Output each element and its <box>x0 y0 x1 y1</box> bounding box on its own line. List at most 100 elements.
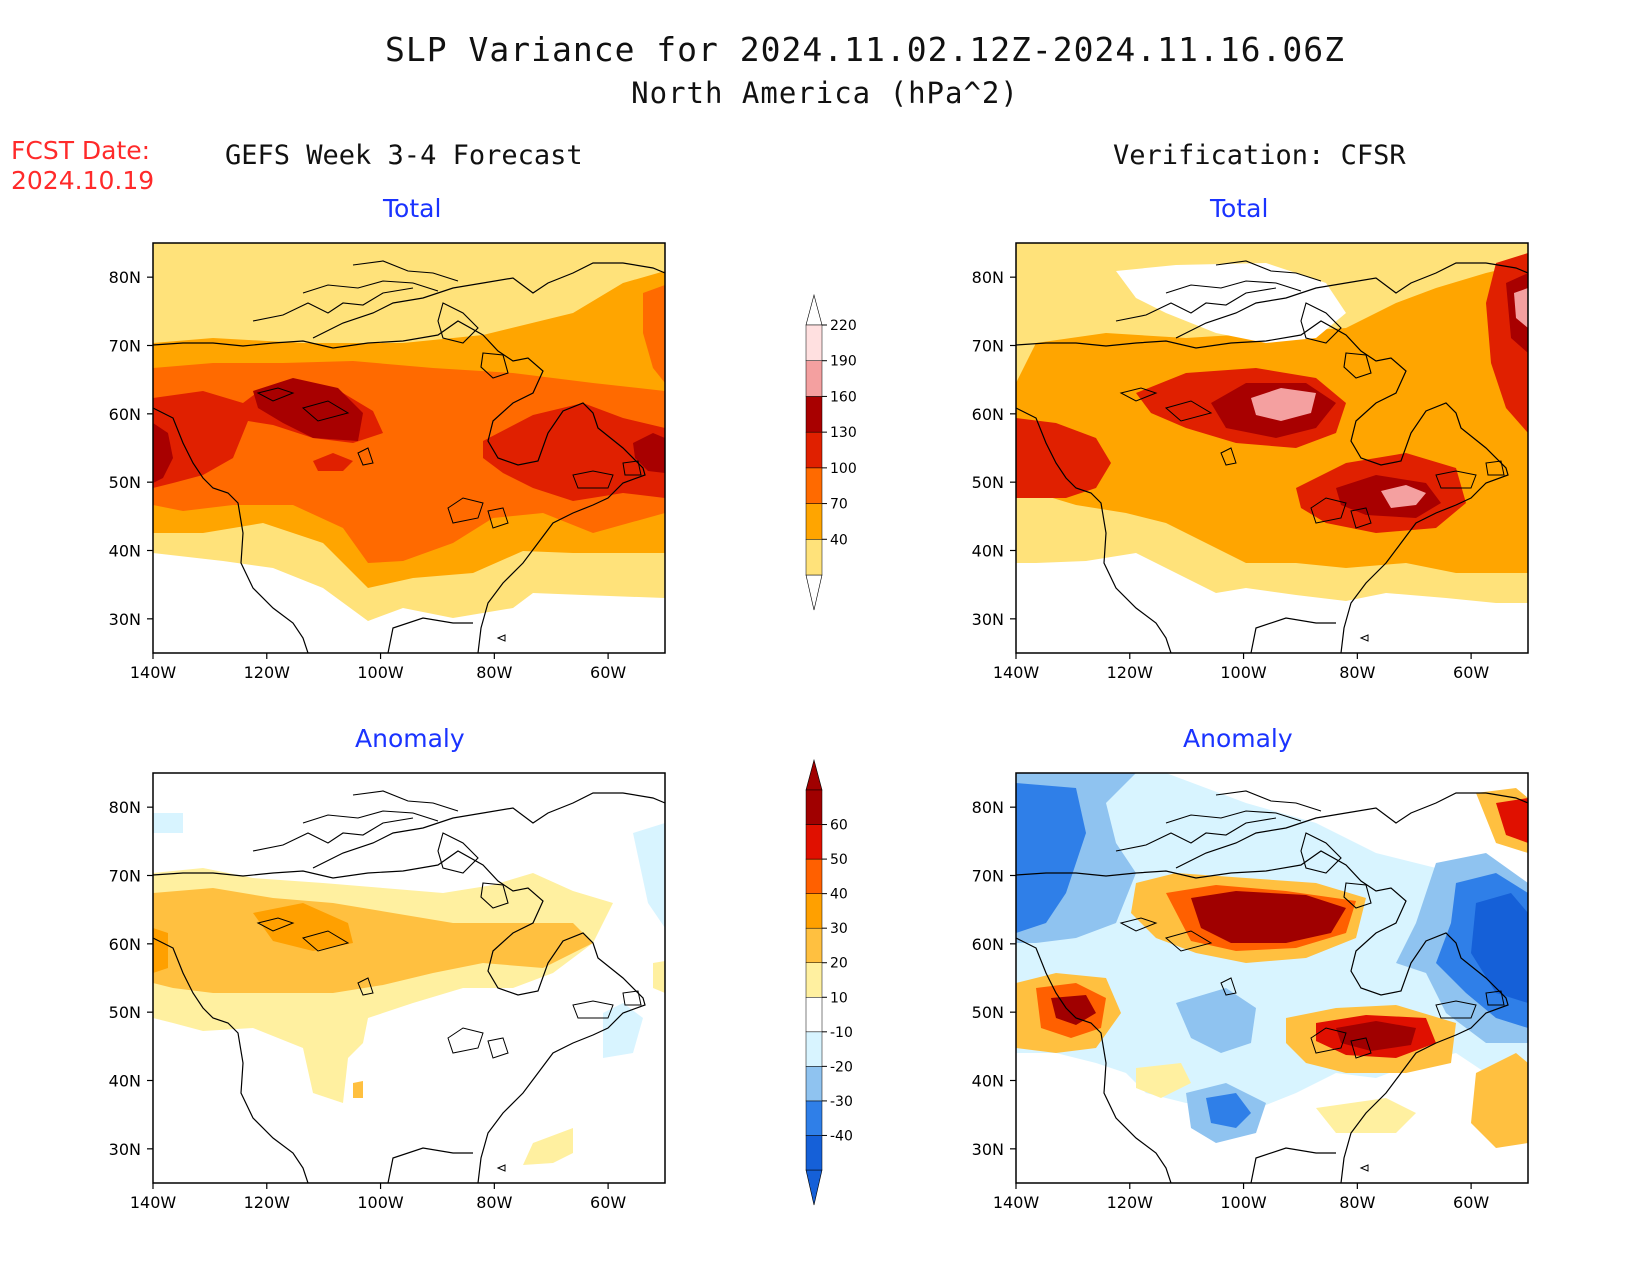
lat-tick-label: 70N <box>109 867 141 886</box>
colorbar-swatch <box>805 824 823 860</box>
lon-tick-label: 100W <box>357 663 404 682</box>
lat-tick-label: 60N <box>972 935 1004 954</box>
lat-tick-label: 70N <box>972 867 1004 886</box>
colorbar-swatch <box>805 1100 823 1136</box>
map-frame <box>1015 772 1529 1184</box>
lon-tick-label: 60W <box>590 663 626 682</box>
lat-tick-label: 80N <box>972 268 1004 287</box>
contour-fill <box>153 773 665 1183</box>
colorbar-swatch <box>805 962 823 998</box>
lat-tick-label: 30N <box>972 610 1004 629</box>
lat-tick-label: 60N <box>109 405 141 424</box>
colorbar-swatch <box>805 997 823 1033</box>
colorbar-label: 40 <box>830 887 848 903</box>
colorbar-swatch <box>805 858 823 894</box>
verification-anomaly-map: 80N 70N 60N 50N 40N 30N 140W 120W 100W 80W 60W <box>972 772 1529 1212</box>
colorbar-tip <box>805 574 823 611</box>
map-frame <box>152 772 666 1184</box>
colorbar-swatch <box>805 324 823 361</box>
lat-tick-label: 70N <box>972 337 1004 356</box>
panel-title-forecast-total: Total <box>383 194 442 223</box>
lon-tick-label: 100W <box>1220 663 1267 682</box>
colorbar-tip <box>805 1169 823 1206</box>
lat-tick-label: 30N <box>972 1140 1004 1159</box>
map-frame <box>1015 242 1529 654</box>
right-column-title: Verification: CFSR <box>1113 140 1406 171</box>
lat-tick-label: 50N <box>109 1003 141 1022</box>
colorbar-label: -30 <box>830 1094 853 1110</box>
lon-tick-label: 140W <box>993 1193 1040 1212</box>
chart-subtitle: North America (hPa^2) <box>631 76 1019 110</box>
colorbar-label: 10 <box>830 990 848 1006</box>
lat-tick-label: 80N <box>109 798 141 817</box>
chart-title: SLP Variance for 2024.11.02.12Z-2024.11.… <box>385 30 1345 69</box>
colorbar-swatch <box>805 396 823 433</box>
lat-tick-label: 40N <box>109 1072 141 1091</box>
lon-tick-label: 60W <box>1453 663 1489 682</box>
lat-tick-label: 40N <box>972 1072 1004 1091</box>
panel-title-verif-total: Total <box>1210 194 1269 223</box>
lat-tick-label: 80N <box>109 268 141 287</box>
lon-tick-label: 100W <box>357 1193 404 1212</box>
panel-title-verif-anomaly: Anomaly <box>1183 724 1293 753</box>
panel-title-forecast-anomaly: Anomaly <box>355 724 465 753</box>
colorbar-label: 190 <box>830 354 857 370</box>
lon-tick-label: 120W <box>1107 663 1154 682</box>
fcst-date-label: FCST Date: <box>11 136 151 165</box>
colorbar-label: -40 <box>830 1128 853 1144</box>
colorbar-label: 60 <box>830 818 848 834</box>
lon-tick-label: 80W <box>1339 1193 1375 1212</box>
lat-tick-label: 30N <box>109 610 141 629</box>
colorbar-label: 50 <box>830 852 848 868</box>
colorbar-swatch <box>805 1066 823 1102</box>
lat-tick-label: 40N <box>109 542 141 561</box>
colorbar-total: 40 70 100 130 160 190 220 <box>805 293 857 611</box>
lon-tick-label: 80W <box>1339 663 1375 682</box>
colorbar-label: 220 <box>830 318 857 334</box>
fcst-date-value: 2024.10.19 <box>11 166 155 195</box>
lon-tick-label: 140W <box>130 663 177 682</box>
colorbar-swatch <box>805 893 823 929</box>
lat-tick-label: 80N <box>972 798 1004 817</box>
colorbar-label: 160 <box>830 389 857 405</box>
colorbar-swatch <box>805 1031 823 1067</box>
colorbar-label: 70 <box>830 497 848 513</box>
colorbar-label: 40 <box>830 532 848 548</box>
contour-fill <box>1016 243 1528 653</box>
forecast-total-map: 80N 70N 60N 50N 40N 30N 140W 120W 100W 80W 60W <box>109 242 666 682</box>
forecast-anomaly-map: 80N 70N 60N 50N 40N 30N 140W 120W 100W 80W 60W <box>109 772 666 1212</box>
lon-tick-label: 120W <box>1107 1193 1154 1212</box>
lat-tick-label: 70N <box>109 337 141 356</box>
verification-total-map: 80N 70N 60N 50N 40N 30N 140W 120W 100W 80W 60W <box>972 242 1529 682</box>
colorbar-swatch <box>805 360 823 397</box>
colorbar-swatch <box>805 927 823 963</box>
contour-fill <box>1016 773 1528 1183</box>
lon-tick-label: 60W <box>1453 1193 1489 1212</box>
lon-tick-label: 140W <box>993 663 1040 682</box>
colorbar-tip <box>805 293 823 326</box>
lat-tick-label: 50N <box>972 473 1004 492</box>
lat-tick-label: 60N <box>109 935 141 954</box>
lon-tick-label: 60W <box>590 1193 626 1212</box>
colorbar-label: -10 <box>830 1025 853 1041</box>
colorbar-swatch <box>805 431 823 469</box>
lat-tick-label: 60N <box>972 405 1004 424</box>
colorbar-tip <box>805 758 823 791</box>
colorbar-swatch <box>805 789 823 825</box>
colorbar-swatch <box>805 503 823 540</box>
lon-tick-label: 80W <box>476 1193 512 1212</box>
colorbar-swatch <box>805 1135 823 1171</box>
left-column-title: GEFS Week 3-4 Forecast <box>225 140 583 171</box>
colorbar-anomaly: -40 -30 -20 -10 10 20 30 40 50 60 <box>805 758 853 1206</box>
colorbar-label: 100 <box>830 461 857 477</box>
lon-tick-label: 140W <box>130 1193 177 1212</box>
colorbar-swatch <box>805 467 823 504</box>
lon-tick-label: 120W <box>244 663 291 682</box>
colorbar-label: 20 <box>830 956 848 972</box>
colorbar-swatch <box>805 539 823 576</box>
colorbar-label: 30 <box>830 921 848 937</box>
colorbar-label: -20 <box>830 1059 853 1075</box>
lon-tick-label: 120W <box>244 1193 291 1212</box>
lat-tick-label: 40N <box>972 542 1004 561</box>
